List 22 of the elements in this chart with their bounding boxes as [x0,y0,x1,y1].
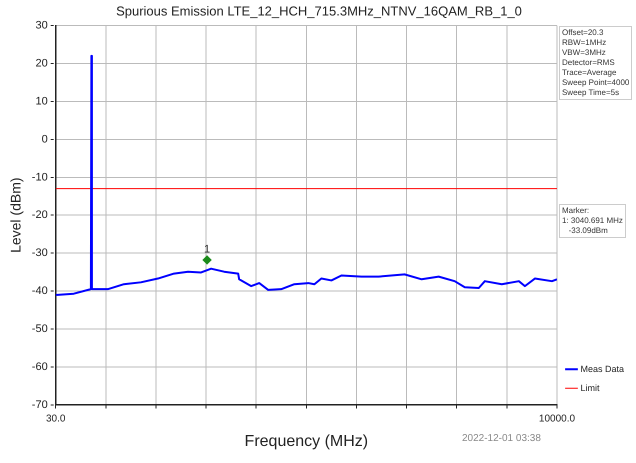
y-tick-label: -60 [32,360,48,373]
y-tick-label: 10 [35,95,48,108]
text: Offset=20.3 RBW=1MHz VBW=3MHz Detector=RMS Trace=Average Sweep Point=4000 Sweep Time=5s [558,26,632,100]
y-tick-label: -40 [32,285,48,298]
x-axis-title: Frequency (MHz) [244,432,368,450]
y-tick-label: -10 [32,171,48,184]
annotation: 1 [204,243,210,256]
chart-title: Spurious Emission LTE_12_HCH_715.3MHz_NTNV_16QAM_RB_1_0 [116,3,522,18]
x-tick-label: 10000.0 [538,414,576,425]
y-tick-label: -70 [32,398,48,411]
y-axis-title: Level (dBm) [7,177,24,253]
y-tick-label: 20 [35,58,48,70]
text: 2022-12-01 03:38 [462,432,541,444]
y-tick-label: -50 [32,322,48,335]
y-tick-label: 0 [42,133,48,146]
legend-label: Limit [580,382,600,393]
x-tick-label: 30.0 [46,414,66,425]
y-tick-label: -30 [32,247,48,260]
y-tick-label: 30 [35,20,48,32]
legend-label: Meas Data [580,364,624,374]
text: Marker: 1: 3040.691 MHz -33.09dBm [558,204,626,238]
y-tick-label: -20 [32,209,48,222]
